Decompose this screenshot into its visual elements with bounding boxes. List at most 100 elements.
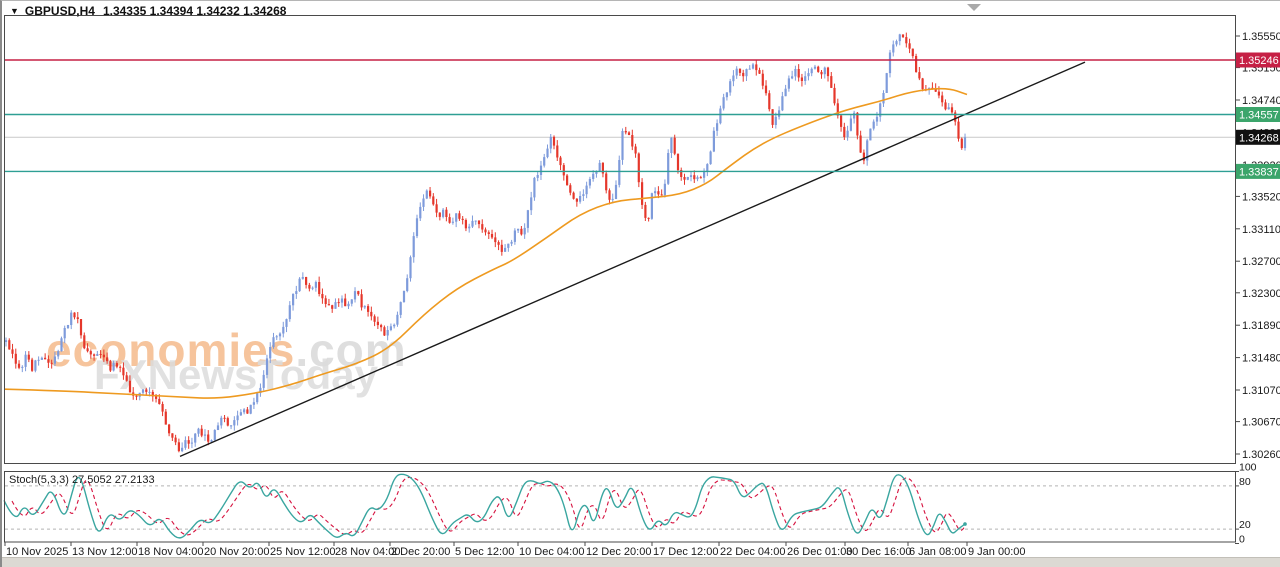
candle-body xyxy=(448,217,451,223)
candle-body xyxy=(17,363,21,368)
candle-body xyxy=(484,229,487,233)
candle-body xyxy=(327,304,330,306)
candle-body xyxy=(177,442,180,452)
candle-body xyxy=(96,354,99,356)
price-tick-label: 1.31480 xyxy=(1242,353,1280,365)
candle-body xyxy=(357,291,360,295)
candle-body xyxy=(791,76,794,79)
candle-body xyxy=(898,34,901,42)
support-price-badge-label: 1.33837 xyxy=(1239,166,1279,178)
candle-body xyxy=(31,359,34,371)
candle-body xyxy=(409,257,412,279)
candle-body xyxy=(689,175,693,177)
candle-body xyxy=(536,175,539,178)
candle-body xyxy=(344,298,347,307)
candle-body xyxy=(233,420,236,426)
date-label: 25 Nov 12:00 xyxy=(270,546,335,558)
date-label: 28 Nov 04:00 xyxy=(335,546,400,558)
candle-body xyxy=(670,137,673,153)
candle-body xyxy=(504,247,507,252)
candle-body xyxy=(608,190,611,200)
candle-body xyxy=(73,312,76,318)
candle-body xyxy=(40,357,43,360)
candle-body xyxy=(552,136,556,146)
resistance-price-badge xyxy=(1236,52,1280,68)
chart-header: ▼ GBPUSD,H4 1.34335 1.34394 1.34232 1.3426… xyxy=(10,4,286,18)
collapse-triangle-icon[interactable]: ▼ xyxy=(10,6,19,16)
candle-body xyxy=(83,335,86,349)
candle-body xyxy=(663,183,666,196)
candle-body xyxy=(517,228,520,231)
candle-body xyxy=(109,361,112,371)
candle-body xyxy=(771,109,774,125)
candle-body xyxy=(376,321,379,326)
candle-body xyxy=(559,157,562,166)
candle-body xyxy=(406,278,409,291)
candle-body xyxy=(197,428,200,434)
candle-body xyxy=(66,325,70,328)
candle-body xyxy=(112,363,115,371)
date-label: 18 Nov 04:00 xyxy=(138,546,203,558)
candle-body xyxy=(680,170,683,177)
candle-body xyxy=(833,87,836,104)
candle-body xyxy=(53,356,56,364)
candle-body xyxy=(862,152,865,161)
candle-body xyxy=(618,160,621,185)
candle-body xyxy=(468,226,471,229)
candle-body xyxy=(187,440,190,444)
candle-body xyxy=(171,433,174,438)
candle-body xyxy=(624,131,627,133)
scroll-end-triangle-icon[interactable] xyxy=(967,4,981,11)
stoch-scale-label: 100 xyxy=(1239,462,1257,474)
candle-body xyxy=(318,282,321,294)
candle-body xyxy=(709,151,712,165)
candle-body xyxy=(396,314,399,325)
candle-body xyxy=(631,135,634,147)
candle-body xyxy=(840,115,843,127)
moving-average-line[interactable] xyxy=(4,87,968,399)
candle-body xyxy=(135,395,138,397)
candle-body xyxy=(223,417,226,419)
candle-body xyxy=(732,75,735,82)
candle-body xyxy=(944,102,947,110)
candle-body xyxy=(647,217,650,219)
candle-body xyxy=(298,278,301,292)
candle-body xyxy=(27,354,30,360)
candle-body xyxy=(93,354,96,356)
window-bottom-strip xyxy=(2,557,1280,567)
price-tick-label: 1.35550 xyxy=(1242,31,1280,43)
candle-body xyxy=(259,387,262,394)
candle-body xyxy=(282,326,285,334)
candle-body xyxy=(654,191,657,194)
price-tick-label: 1.30260 xyxy=(1242,449,1280,461)
candle-body xyxy=(122,367,125,376)
stoch-scale-label: 0 xyxy=(1239,534,1245,546)
candle-body xyxy=(275,336,278,338)
candle-body xyxy=(768,93,771,110)
candle-body xyxy=(761,73,764,86)
candle-body xyxy=(106,357,109,362)
stoch-scale-label: 20 xyxy=(1239,519,1251,531)
candle-body xyxy=(500,244,503,252)
candle-body xyxy=(350,299,353,304)
candle-body xyxy=(582,194,585,196)
candle-body xyxy=(611,198,614,200)
candle-body xyxy=(751,64,755,69)
symbol-label: GBPUSD,H4 xyxy=(24,4,95,18)
candle-body xyxy=(849,118,852,131)
candle-body xyxy=(438,212,441,217)
candle-body xyxy=(729,81,732,93)
candle-body xyxy=(683,177,686,180)
trendline[interactable] xyxy=(179,61,1086,458)
candle-body xyxy=(125,375,128,381)
candle-body xyxy=(882,93,885,104)
candle-body xyxy=(947,107,950,110)
date-label: 12 Dec 20:00 xyxy=(586,546,651,558)
candle-body xyxy=(168,424,171,434)
candle-body xyxy=(644,204,647,218)
candle-body xyxy=(595,171,598,174)
candle-body xyxy=(735,68,738,76)
candle-body xyxy=(324,298,327,304)
